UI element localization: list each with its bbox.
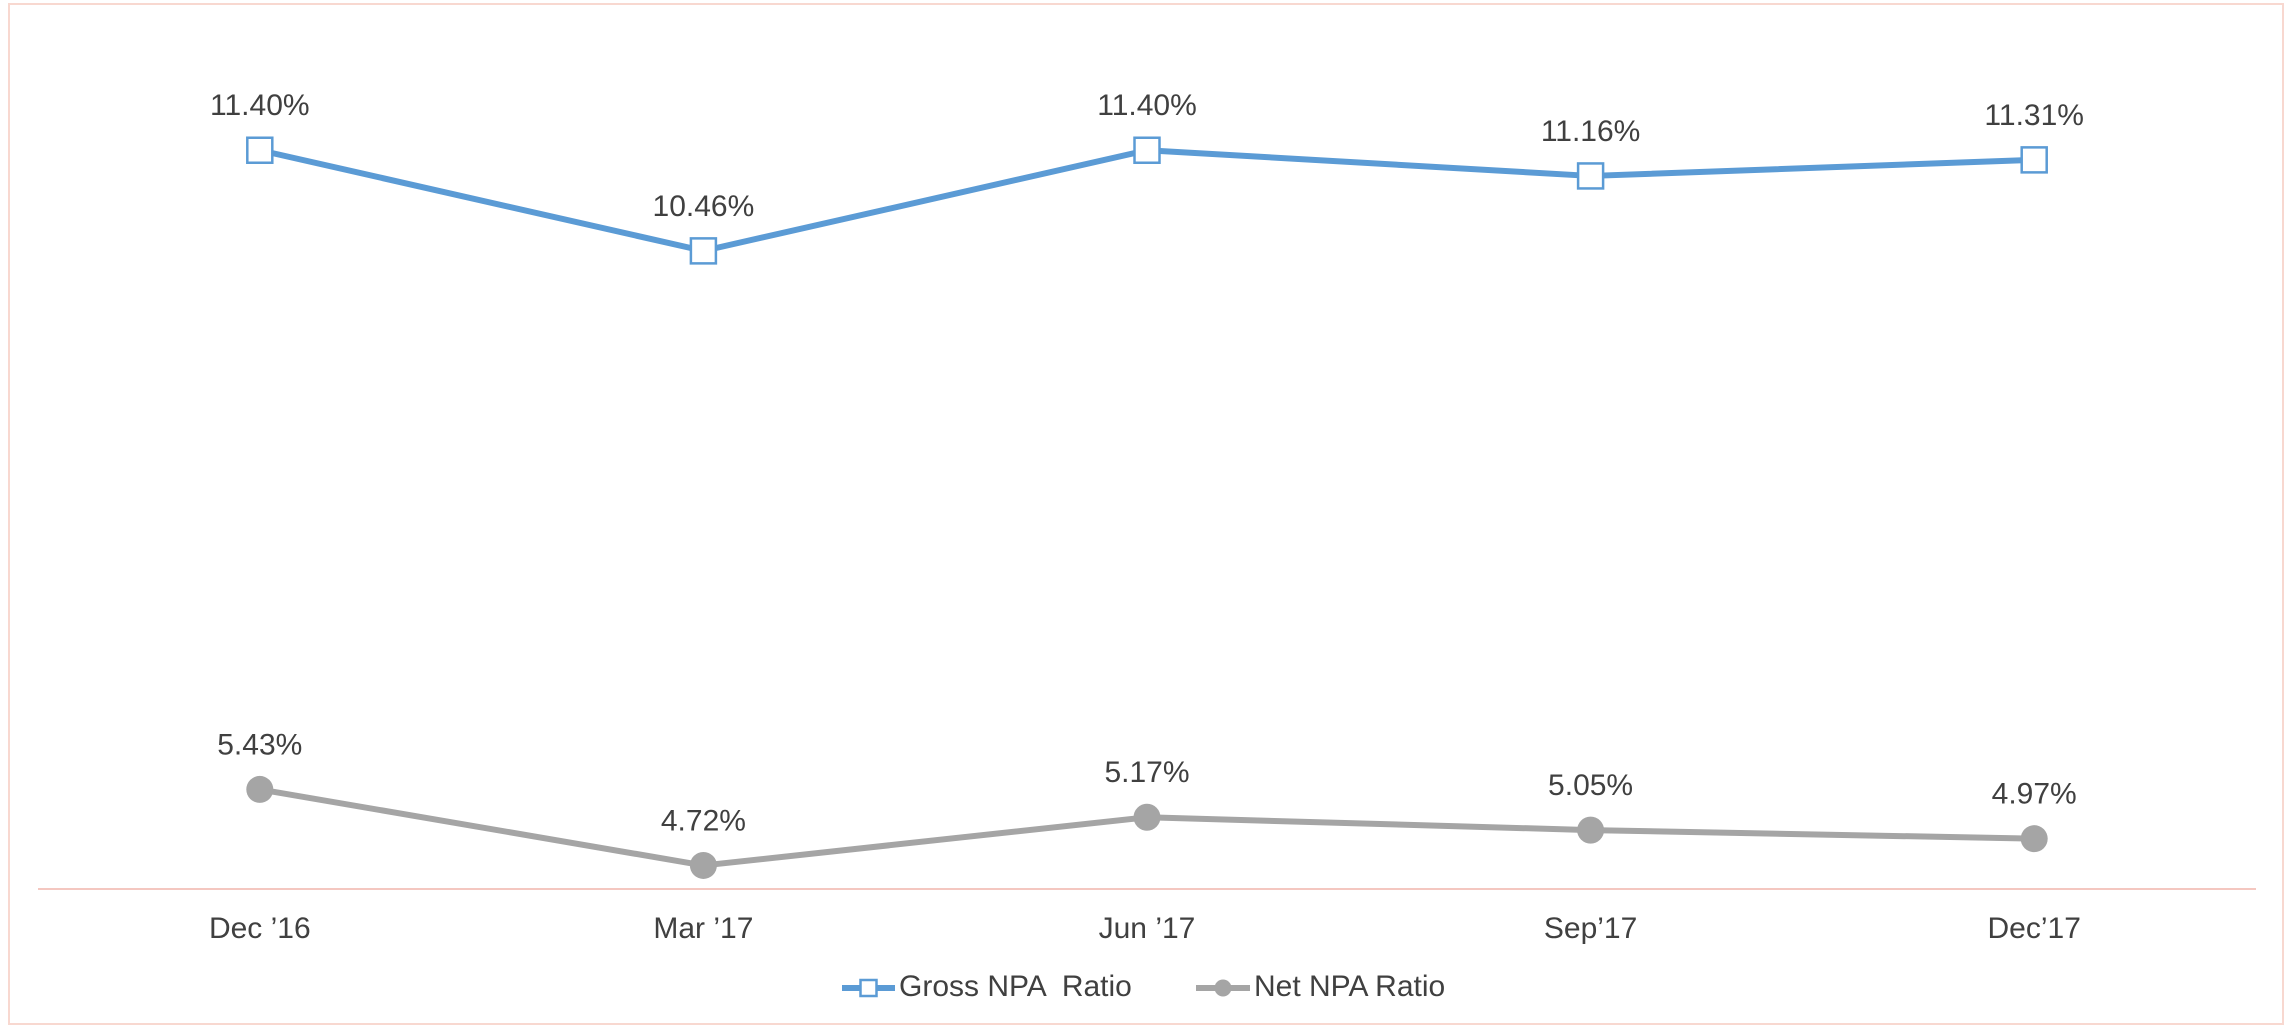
x-tick-label: Jun ’17 — [1099, 912, 1196, 945]
point — [1214, 979, 1232, 997]
x-tick-label: Dec’17 — [1988, 912, 2081, 945]
data-label: 10.46% — [653, 190, 755, 223]
chart-border — [8, 3, 2284, 1025]
data-label: 11.31% — [1984, 99, 2084, 132]
data-label: 5.05% — [1548, 769, 1633, 802]
data-label: 5.43% — [217, 728, 302, 761]
x-tick-label: Sep’17 — [1544, 912, 1637, 945]
point — [246, 775, 274, 803]
data-label: 4.97% — [1992, 778, 2077, 811]
data-label: 11.16% — [1541, 115, 1641, 148]
point — [2020, 825, 2048, 853]
data-label: 5.17% — [1104, 756, 1189, 789]
point — [1133, 803, 1161, 831]
data-label: 11.40% — [210, 89, 310, 122]
data-label: 11.40% — [1097, 89, 1197, 122]
data-label: 4.72% — [661, 804, 746, 837]
point — [1577, 816, 1605, 844]
point — [1133, 136, 1161, 164]
point — [2020, 146, 2048, 174]
point — [1576, 162, 1605, 190]
point — [859, 978, 878, 998]
point — [246, 136, 274, 164]
series-line — [256, 147, 2038, 254]
x-tick-label: Dec ’16 — [209, 912, 311, 945]
point — [689, 237, 718, 265]
point — [689, 851, 717, 879]
x-tick-label: Mar ’17 — [653, 912, 753, 945]
legend-label: Gross NPA Ratio — [899, 970, 1132, 1003]
legend-label: Net NPA Ratio — [1254, 970, 1445, 1003]
